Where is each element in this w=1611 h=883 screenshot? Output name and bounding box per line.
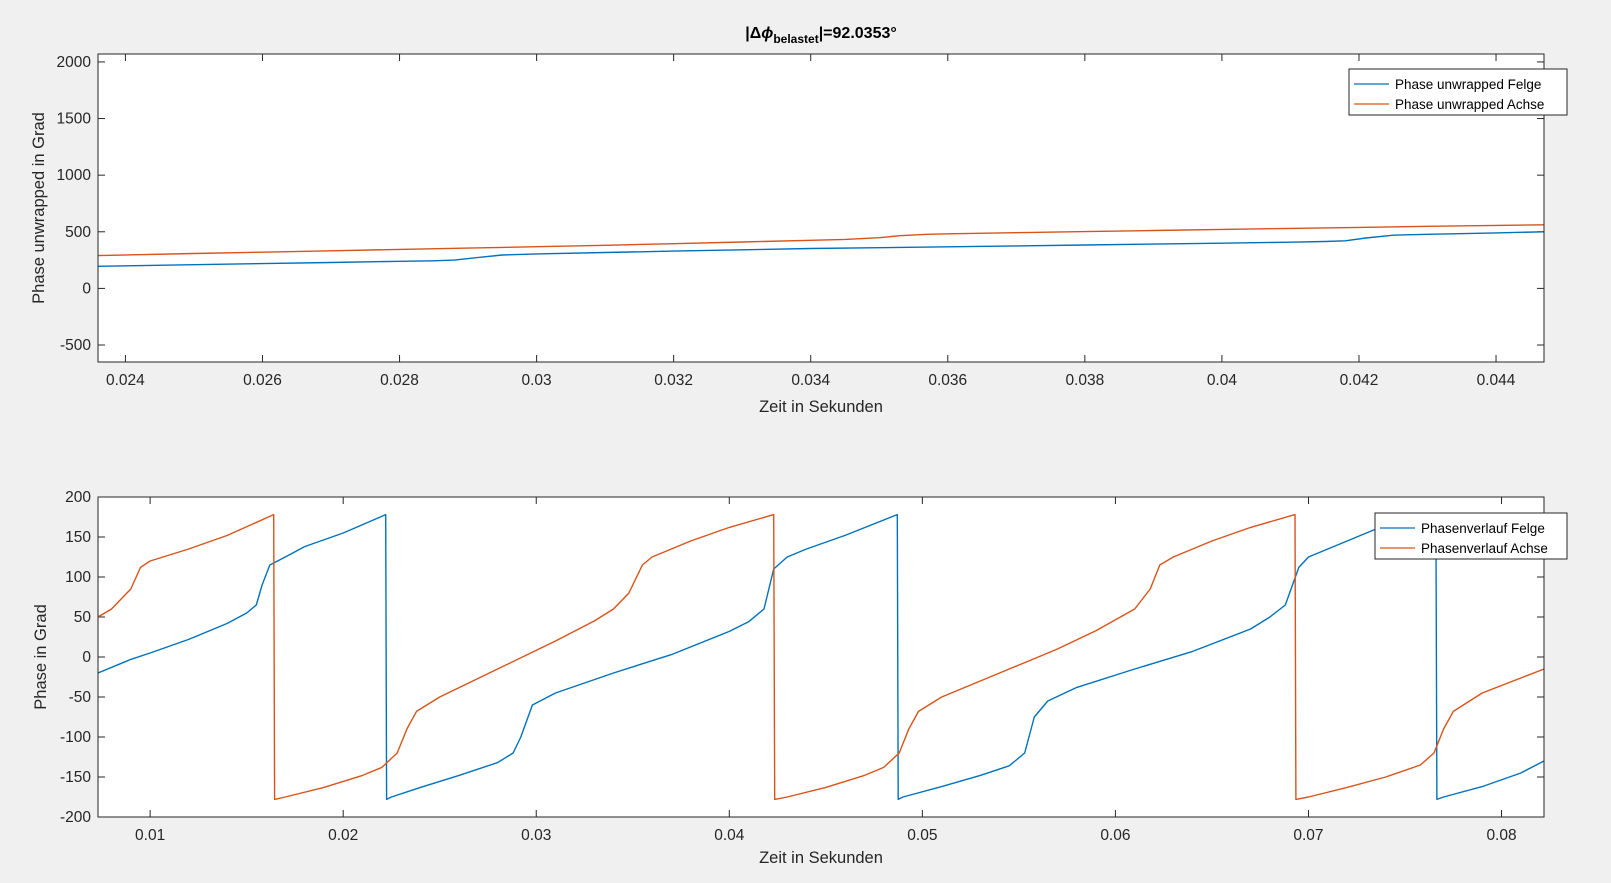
legend-label-achse: Phasenverlauf Achse [1421,541,1548,556]
bottom-y-tick-label: -150 [60,769,91,786]
top-x-tick-label: 0.036 [928,372,967,389]
top-chart-title: |Δϕbelastet|=92.0353° [745,25,897,46]
top-x-tick-label: 0.034 [791,372,830,389]
top-x-tick-label: 0.03 [522,372,552,389]
top-y-tick-label: 0 [82,280,91,297]
bottom-x-tick-label: 0.04 [714,827,745,844]
top-series-achse [98,224,1544,257]
bottom-y-tick-label: 0 [82,649,91,666]
top-axes: 0.024 0.026 0.028 0.03 0.032 0.034 0.036 0.038 0… [30,25,1568,416]
top-y-tick-label: 500 [65,224,91,241]
bottom-y-tick-label: 150 [65,529,91,546]
bottom-x-tick-label: 0.05 [907,827,937,844]
bottom-axes-box [97,496,1545,818]
top-legend[interactable]: Phase unwrapped Felge Phase unwrapped Ac… [1348,68,1568,116]
top-x-tick-label: 0.038 [1065,372,1104,389]
bottom-legend[interactable]: Phasenverlauf Felge Phasenverlauf Achse [1374,512,1568,560]
bottom-x-tick-label: 0.07 [1293,827,1323,844]
bottom-axes: 0.01 0.02 0.03 0.04 0.05 0.06 0.07 0.08 -200 -150… [32,489,1568,867]
title-suffix: |=92.0353° [819,25,897,42]
bottom-legend-box [1374,512,1568,560]
bottom-x-tick-label: 0.02 [328,827,358,844]
top-x-tick-label: 0.026 [243,372,282,389]
bottom-y-tick-label: -100 [60,729,91,746]
title-symbol: ϕ [761,25,773,42]
top-x-tick-label: 0.044 [1477,372,1516,389]
bottom-series-felge [98,513,1544,801]
top-x-tick-label: 0.024 [106,372,145,389]
bottom-plot-area [98,497,1544,817]
bottom-y-tick-label: -50 [69,689,92,706]
top-plot-area [98,54,1544,362]
top-ticks: 0.024 0.026 0.028 0.03 0.032 0.034 0.036 0.038 0… [57,54,1544,389]
top-x-tick-label: 0.028 [380,372,419,389]
top-series-lines [98,224,1544,267]
bottom-y-tick-label: 100 [65,569,91,586]
bottom-y-tick-label: -200 [60,809,91,826]
bottom-x-axis-label: Zeit in Sekunden [759,849,883,867]
top-x-axis-label: Zeit in Sekunden [759,398,883,416]
bottom-series-achse [98,513,1544,801]
top-legend-box [1348,68,1568,116]
top-y-tick-label: 2000 [57,54,92,71]
title-subscript: belastet [773,32,818,46]
bottom-y-tick-label: 50 [74,609,92,626]
top-x-tick-label: 0.032 [654,372,693,389]
top-y-axis-label: Phase unwrapped in Grad [30,112,48,304]
bottom-series-lines [98,513,1544,801]
legend-label-felge: Phase unwrapped Felge [1395,77,1541,92]
bottom-x-tick-label: 0.08 [1486,827,1516,844]
top-y-tick-label: 1000 [57,167,92,184]
top-series-felge [98,231,1544,267]
bottom-y-tick-label: 200 [65,489,91,506]
top-y-tick-label: -500 [60,337,91,354]
bottom-x-tick-label: 0.06 [1100,827,1130,844]
top-y-tick-label: 1500 [57,111,92,128]
legend-label-felge: Phasenverlauf Felge [1421,521,1545,536]
top-x-tick-label: 0.042 [1340,372,1379,389]
top-x-tick-label: 0.04 [1207,372,1238,389]
top-axes-box [97,53,1545,363]
bottom-x-tick-label: 0.01 [135,827,165,844]
bottom-x-tick-label: 0.03 [521,827,551,844]
bottom-y-axis-label: Phase in Grad [32,604,50,709]
legend-label-achse: Phase unwrapped Achse [1395,97,1544,112]
title-prefix: |Δ [745,25,761,42]
